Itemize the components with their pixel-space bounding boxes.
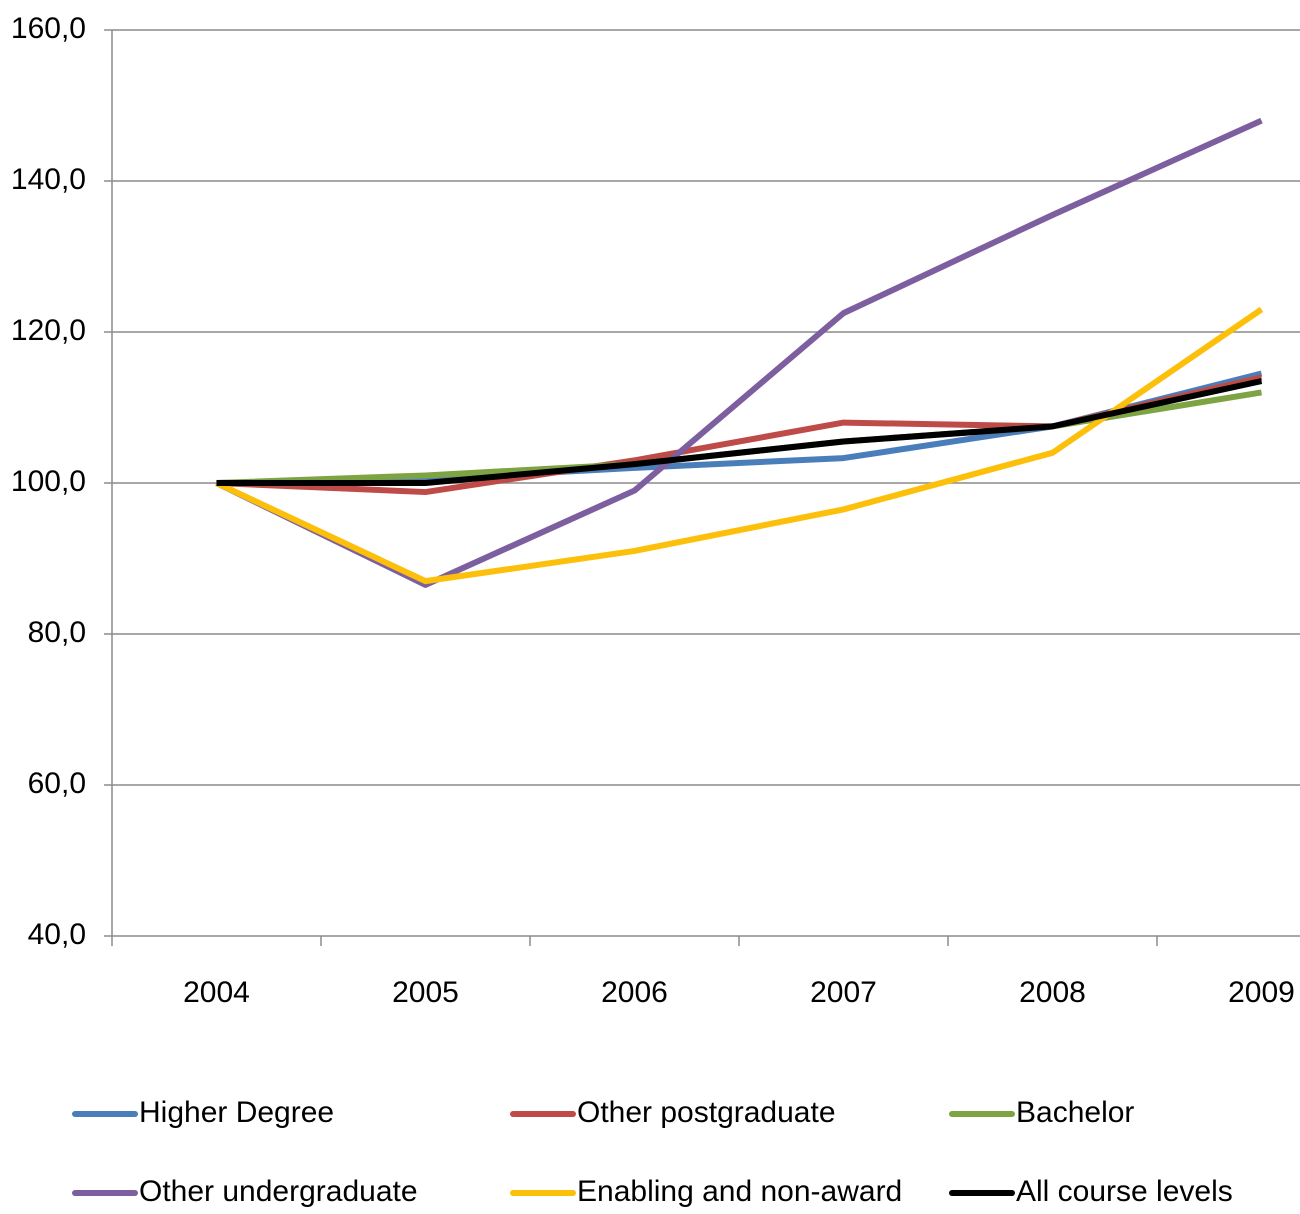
legend-label: Enabling and non-award — [577, 1175, 902, 1208]
x-tick-label: 2007 — [810, 976, 877, 1009]
legend-label: All course levels — [1016, 1175, 1233, 1208]
x-tick-label: 2005 — [392, 976, 459, 1009]
x-tick-label: 2004 — [183, 976, 250, 1009]
legend-label: Other undergraduate — [139, 1175, 418, 1208]
y-tick-label: 160,0 — [11, 12, 86, 45]
x-tick-label: 2009 — [1228, 976, 1295, 1009]
y-tick-label: 40,0 — [28, 918, 86, 951]
y-tick-label: 140,0 — [11, 163, 86, 196]
x-tick-label: 2008 — [1019, 976, 1086, 1009]
x-tick-label: 2006 — [601, 976, 668, 1009]
series-line — [216, 378, 1263, 486]
series-line — [215, 117, 1263, 588]
legend-label: Higher Degree — [139, 1096, 334, 1129]
series-line — [215, 306, 1264, 585]
series-line — [216, 370, 1263, 486]
y-tick-label: 120,0 — [11, 314, 86, 347]
y-tick-label: 100,0 — [11, 465, 86, 498]
y-tick-label: 80,0 — [28, 616, 86, 649]
y-tick-label: 60,0 — [28, 767, 86, 800]
legend-label: Bachelor — [1016, 1096, 1134, 1129]
legend-label: Other postgraduate — [577, 1096, 836, 1129]
series-line — [216, 389, 1262, 486]
